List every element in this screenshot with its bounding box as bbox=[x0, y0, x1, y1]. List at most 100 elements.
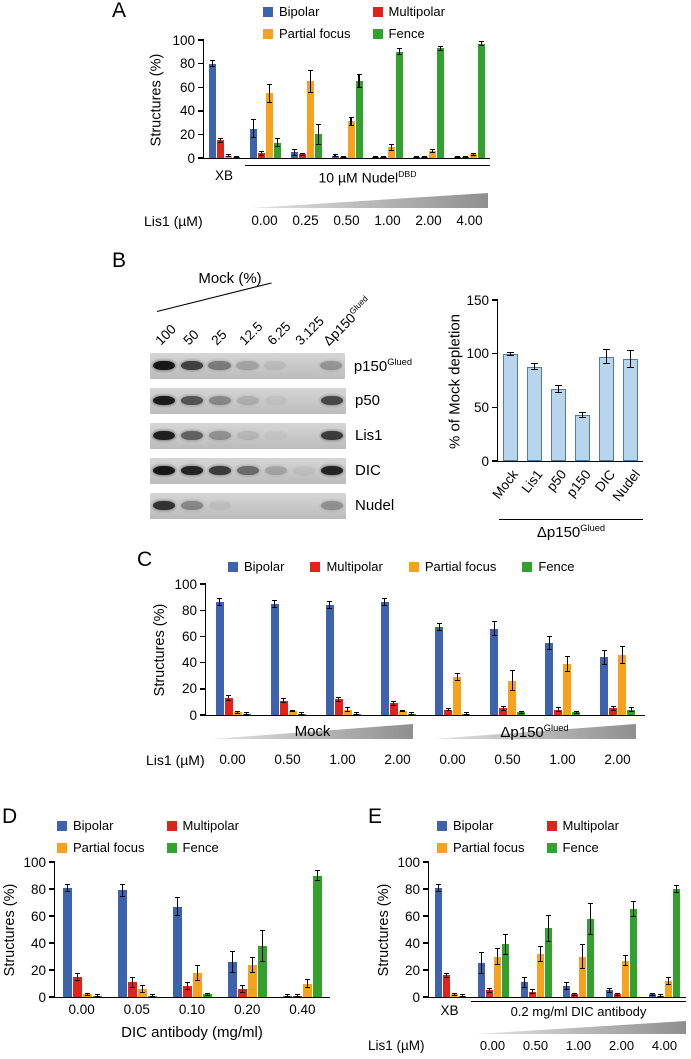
error-bar bbox=[400, 709, 406, 713]
panel-e-treatment-label: 0.2 mg/ml DIC antibody bbox=[510, 1004, 647, 1019]
bar-column bbox=[462, 584, 471, 715]
blot-row-label: Lis1 bbox=[355, 427, 383, 444]
bar-bipolar bbox=[215, 602, 224, 715]
legend-swatch-fence bbox=[546, 842, 557, 853]
legend-swatch-bipolar bbox=[57, 820, 67, 831]
blot-lane bbox=[234, 423, 262, 449]
y-tick bbox=[198, 110, 204, 112]
legend-item-multipolar: Multipolar bbox=[372, 4, 445, 19]
x-tick-label: 0.00 bbox=[68, 1002, 95, 1017]
x-tick-cell: p150 bbox=[564, 464, 594, 516]
error-bar bbox=[491, 620, 497, 637]
bar-bipolar bbox=[477, 963, 485, 997]
blot-lane bbox=[234, 458, 262, 484]
panel-d-x-tick-labels: 0.00 0.05 0.10 0.20 0.40 bbox=[54, 1002, 330, 1017]
bar-multipolar bbox=[216, 140, 224, 158]
bar-column bbox=[462, 40, 470, 158]
y-tick bbox=[198, 133, 204, 136]
bar-column bbox=[453, 584, 462, 715]
bar-bipolar bbox=[600, 657, 609, 715]
bar-column bbox=[545, 584, 554, 715]
legend-swatch-bipolar bbox=[228, 561, 238, 572]
bar-group-6-4.00 bbox=[449, 40, 490, 158]
panel-c-legend: Bipolar Multipolar Partial focus Fence bbox=[228, 559, 575, 574]
legend-swatch-multipolar bbox=[372, 6, 383, 17]
blot-lane bbox=[178, 458, 206, 484]
bar-column bbox=[434, 862, 442, 997]
panel-a-treatment-sup: DBD bbox=[398, 169, 417, 179]
plot-area bbox=[498, 300, 643, 461]
bar-group-3-2.00 bbox=[371, 584, 426, 715]
blot-lane bbox=[290, 493, 318, 519]
bar-column bbox=[389, 584, 398, 715]
bar-column bbox=[339, 40, 347, 158]
panel-e-treatment-bracket bbox=[471, 1001, 686, 1002]
bar-multipolar bbox=[499, 708, 508, 715]
y-tick-label: 0 bbox=[187, 150, 195, 166]
x-tick-label: 0.00 bbox=[479, 1038, 506, 1053]
bar-group-3-0.20 bbox=[220, 862, 275, 997]
y-tick-label: 40 bbox=[404, 935, 420, 951]
error-bar bbox=[225, 154, 231, 157]
panel-a-treatment-text: 10 µM Nudel bbox=[318, 169, 399, 186]
bar-partial-focus bbox=[83, 994, 92, 997]
bar-column bbox=[258, 862, 267, 997]
bar-column bbox=[429, 40, 437, 158]
x-tick-label: 2.00 bbox=[608, 1038, 635, 1053]
blot-lane-label: 50 bbox=[179, 326, 202, 348]
blot-strip bbox=[150, 492, 346, 519]
x-tick-label: 0.50 bbox=[274, 752, 301, 767]
y-tick-label: 100 bbox=[397, 854, 420, 870]
y-tick bbox=[423, 969, 429, 971]
error-bar bbox=[244, 712, 250, 715]
bar-column bbox=[347, 40, 355, 158]
bar-column bbox=[183, 862, 192, 997]
bar-column bbox=[627, 584, 636, 715]
blot-strip bbox=[150, 387, 346, 414]
blot-lane bbox=[178, 388, 206, 414]
bar-column bbox=[550, 300, 566, 461]
error-bar bbox=[307, 69, 313, 94]
y-tick bbox=[49, 996, 55, 998]
plot-area bbox=[55, 862, 330, 997]
blot-strip bbox=[150, 352, 345, 379]
bar-partial-focus bbox=[248, 964, 257, 997]
panel-b-bracket-sup: Glued bbox=[580, 523, 606, 533]
bar-group-5-nudel bbox=[619, 300, 643, 461]
bar-column bbox=[437, 40, 445, 158]
y-tick bbox=[200, 583, 206, 585]
x-tick-label: 2.00 bbox=[415, 213, 442, 228]
panel-b-bracket-label: Δp150Glued bbox=[499, 523, 643, 541]
bar--of-mock-depletion bbox=[502, 353, 518, 461]
bar-column bbox=[526, 300, 542, 461]
blot-row-p150: p150Glued bbox=[150, 352, 412, 379]
error-bar bbox=[209, 60, 215, 68]
bar-bipolar bbox=[434, 887, 442, 997]
y-tick bbox=[423, 915, 429, 917]
error-bar bbox=[185, 982, 190, 991]
bar-column bbox=[407, 584, 416, 715]
bar-bipolar bbox=[325, 604, 334, 715]
blot-band bbox=[264, 396, 288, 405]
error-bar bbox=[345, 707, 351, 713]
error-bar bbox=[658, 994, 664, 997]
blot-band bbox=[152, 431, 176, 440]
blot-lane bbox=[178, 423, 206, 449]
error-bar bbox=[494, 948, 500, 965]
error-bar bbox=[445, 708, 451, 712]
error-bar bbox=[233, 155, 239, 158]
y-tick-label: 0 bbox=[481, 453, 489, 469]
error-bar bbox=[230, 951, 235, 973]
bar-column bbox=[508, 584, 517, 715]
bar-fence bbox=[203, 994, 212, 997]
blot-lane bbox=[150, 353, 178, 379]
x-tick-cell: Nudel bbox=[609, 464, 643, 516]
legend-item-multipolar: Multipolar bbox=[546, 818, 619, 833]
bar-column bbox=[544, 862, 552, 997]
blot-lane bbox=[234, 388, 262, 414]
bar-column bbox=[248, 862, 257, 997]
y-tick bbox=[198, 62, 204, 65]
bar-group-1-lis1 bbox=[522, 300, 546, 461]
error-bar bbox=[631, 901, 637, 918]
error-bar bbox=[521, 976, 527, 988]
